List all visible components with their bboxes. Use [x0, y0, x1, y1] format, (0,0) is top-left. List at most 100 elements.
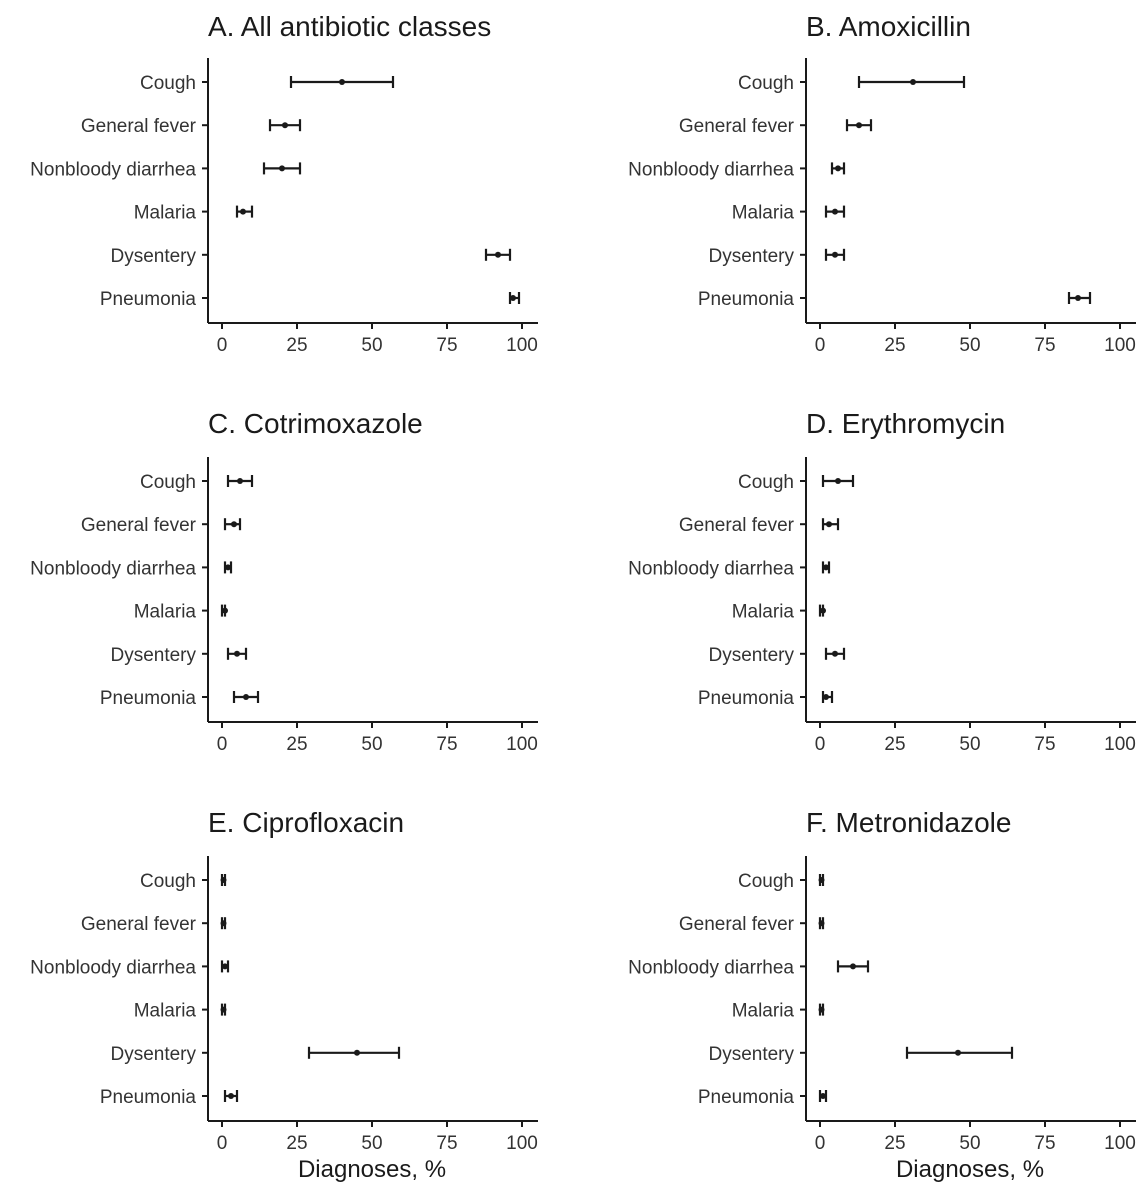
estimate-point — [832, 208, 838, 215]
estimate-point — [856, 122, 862, 129]
panel-title: A. All antibiotic classes — [208, 11, 491, 42]
estimate-point — [835, 165, 841, 172]
category-label: Cough — [140, 871, 196, 892]
category-label: Nonbloody diarrhea — [30, 558, 196, 579]
estimate-point — [832, 251, 838, 258]
x-tick-label: 100 — [506, 1133, 538, 1154]
x-tick-label: 50 — [361, 335, 382, 356]
x-tick-label: 50 — [959, 335, 980, 356]
estimate-point — [279, 165, 285, 172]
category-label: Dysentery — [708, 246, 794, 267]
panel-title: D. Erythromycin — [806, 408, 1005, 439]
estimate-point — [220, 920, 227, 927]
panel-title: C. Cotrimoxazole — [208, 408, 423, 439]
panel-f: F. Metronidazole 0 25 50 75 100 Diagnoses, % Co… — [628, 807, 1136, 1182]
estimate-point — [220, 1006, 227, 1013]
category-label: Cough — [140, 73, 196, 94]
estimate-point — [240, 208, 246, 215]
category-label: Malaria — [134, 203, 197, 224]
panel-c: C. Cotrimoxazole 0 25 50 75 100 Cough General f… — [30, 408, 538, 755]
x-axis-title: Diagnoses, % — [896, 1156, 1044, 1182]
x-tick-label: 50 — [959, 1133, 980, 1154]
x-tick-label: 100 — [1104, 1133, 1136, 1154]
panel-a: A. All antibiotic classes 0 25 50 75 100 Cough… — [30, 11, 538, 356]
estimate-point — [955, 1049, 961, 1056]
estimate-point — [1075, 295, 1081, 301]
estimate-point — [820, 607, 826, 614]
category-label: General fever — [81, 116, 197, 137]
category-label: Pneumonia — [698, 289, 795, 310]
category-label: Malaria — [732, 1001, 795, 1022]
x-tick-label: 75 — [436, 335, 457, 356]
x-tick-label: 75 — [1034, 734, 1055, 755]
category-label: Dysentery — [110, 1044, 196, 1065]
x-tick-label: 75 — [1034, 1133, 1055, 1154]
category-label: Pneumonia — [100, 688, 197, 709]
x-tick-label: 25 — [884, 1133, 905, 1154]
panel-e: E. Ciprofloxacin 0 25 50 75 100 Diagnoses, % Co… — [30, 807, 538, 1182]
x-tick-label: 100 — [1104, 734, 1136, 755]
estimate-point — [818, 877, 825, 883]
estimate-point — [220, 877, 227, 883]
panel-title: B. Amoxicillin — [806, 11, 971, 42]
category-label: Dysentery — [110, 246, 196, 267]
panel-title: F. Metronidazole — [806, 807, 1011, 838]
x-tick-label: 50 — [959, 734, 980, 755]
x-tick-label: 25 — [884, 734, 905, 755]
category-label: General fever — [679, 914, 795, 935]
estimate-point — [495, 251, 501, 258]
category-label: Nonbloody diarrhea — [628, 558, 794, 579]
category-label: Nonbloody diarrhea — [628, 159, 794, 180]
category-label: General fever — [81, 914, 197, 935]
x-axis-title: Diagnoses, % — [298, 1156, 446, 1182]
x-tick-label: 0 — [217, 734, 228, 755]
estimate-point — [282, 122, 288, 129]
category-label: Dysentery — [708, 645, 794, 666]
estimate-point — [823, 694, 829, 700]
estimate-point — [339, 79, 345, 85]
category-label: General fever — [679, 116, 795, 137]
estimate-point — [231, 521, 237, 528]
estimate-point — [234, 650, 240, 657]
x-tick-label: 0 — [217, 335, 228, 356]
x-tick-label: 50 — [361, 734, 382, 755]
category-label: Nonbloody diarrhea — [30, 957, 196, 978]
estimate-point — [832, 650, 838, 657]
x-tick-label: 25 — [884, 335, 905, 356]
category-label: Nonbloody diarrhea — [30, 159, 196, 180]
category-label: Pneumonia — [100, 1087, 197, 1108]
x-tick-label: 0 — [815, 1133, 826, 1154]
x-tick-label: 25 — [286, 1133, 307, 1154]
category-label: Dysentery — [110, 645, 196, 666]
estimate-point — [225, 564, 231, 571]
estimate-point — [510, 295, 516, 301]
x-tick-label: 0 — [217, 1133, 228, 1154]
category-label: Nonbloody diarrhea — [628, 957, 794, 978]
estimate-point — [222, 607, 228, 614]
estimate-point — [826, 521, 832, 528]
x-tick-label: 100 — [1104, 335, 1136, 356]
category-label: General fever — [679, 515, 795, 536]
x-tick-label: 0 — [815, 335, 826, 356]
x-tick-label: 25 — [286, 734, 307, 755]
x-tick-label: 75 — [436, 734, 457, 755]
x-tick-label: 75 — [436, 1133, 457, 1154]
estimate-point — [910, 79, 916, 85]
x-tick-label: 100 — [506, 335, 538, 356]
category-label: Dysentery — [708, 1044, 794, 1065]
estimate-point — [237, 478, 243, 484]
estimate-point — [243, 694, 249, 700]
estimate-point — [820, 1093, 826, 1099]
estimate-point — [222, 963, 228, 970]
x-tick-label: 50 — [361, 1133, 382, 1154]
estimate-point — [818, 920, 825, 927]
category-label: Pneumonia — [100, 289, 197, 310]
estimate-point — [228, 1093, 234, 1099]
x-tick-label: 100 — [506, 734, 538, 755]
category-label: Pneumonia — [698, 688, 795, 709]
category-label: Malaria — [134, 602, 197, 623]
x-tick-label: 75 — [1034, 335, 1055, 356]
category-label: Cough — [738, 73, 794, 94]
category-label: Malaria — [732, 203, 795, 224]
